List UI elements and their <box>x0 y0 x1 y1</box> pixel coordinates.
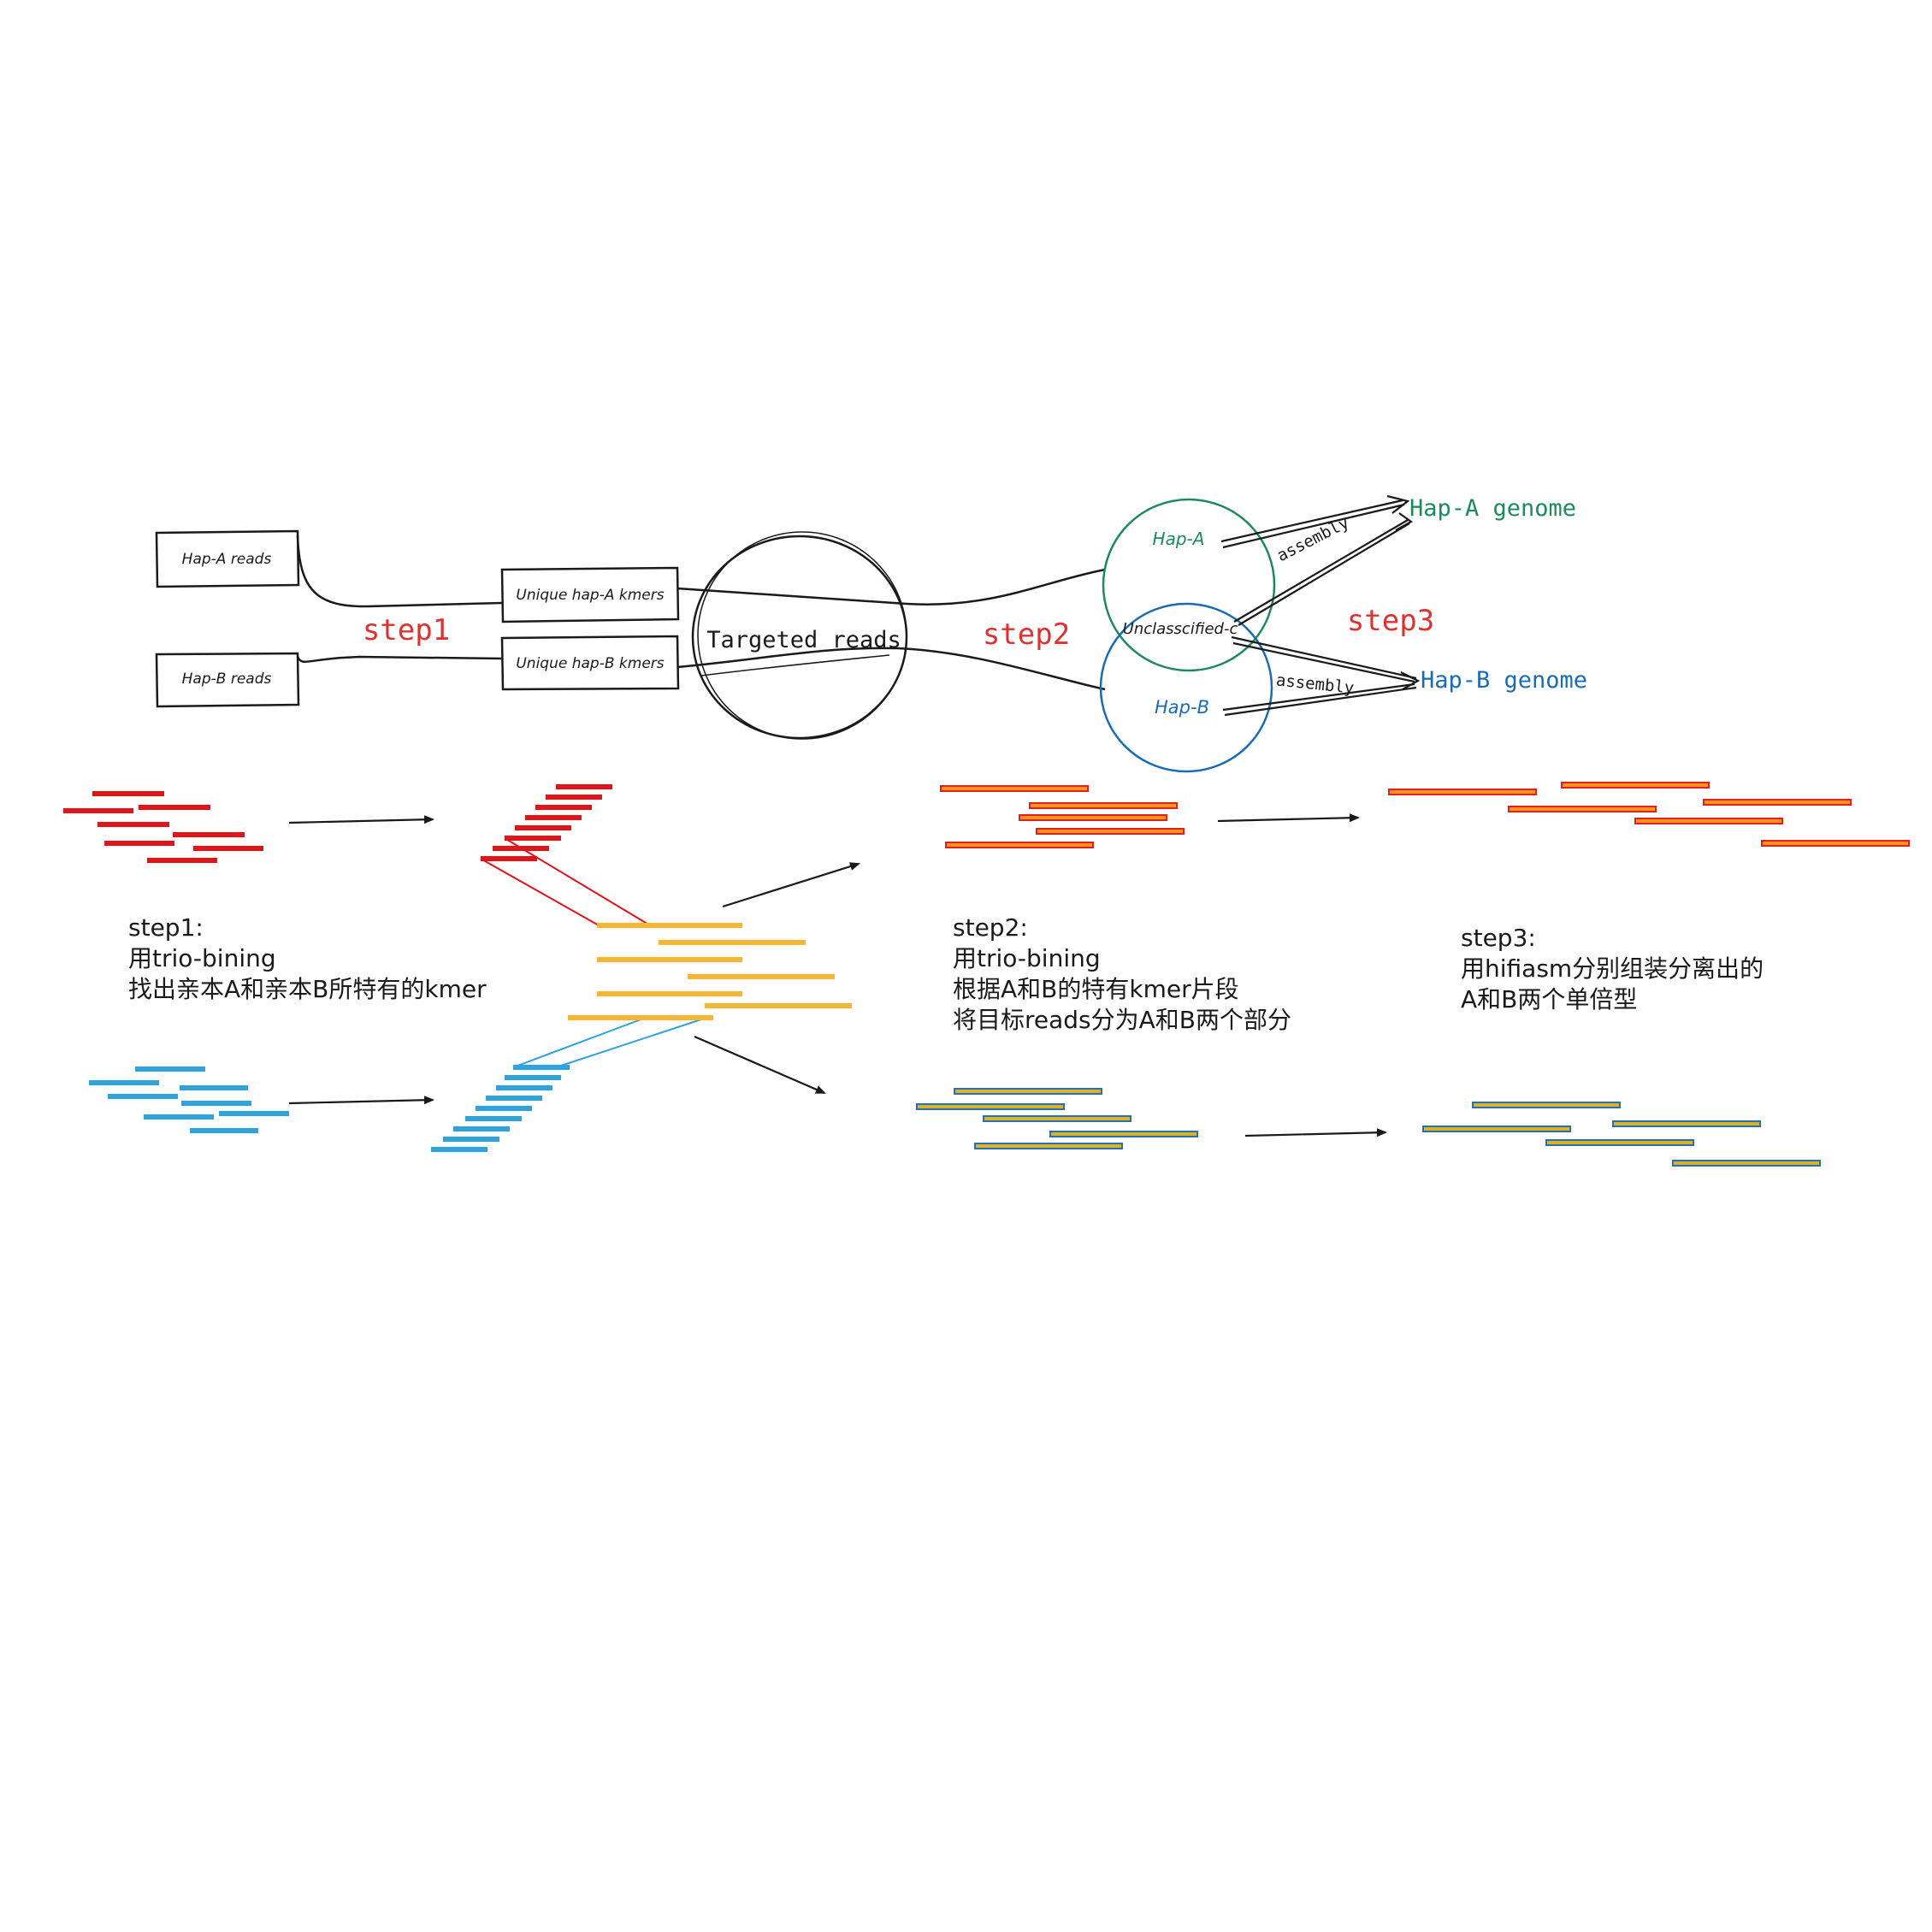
targeted-reads-label: Targeted reads <box>706 627 901 653</box>
venn-hap-b-label: Hap-B <box>1155 697 1209 718</box>
caption-step3-line: A和B两个单倍型 <box>1461 985 1637 1013</box>
assembly-arrows <box>1220 494 1421 717</box>
arrow-parent-b-to-kmers <box>288 1096 434 1105</box>
targeted-reads-circle: Targeted reads <box>691 531 908 740</box>
hap-a-reads-label: Hap-A reads <box>182 551 272 568</box>
arrow-binned-a-to-assembled <box>1217 813 1360 823</box>
kmer-b-connector <box>512 1015 712 1068</box>
parent-b-reads <box>89 1066 289 1133</box>
binned-reads-a <box>940 785 1185 848</box>
caption-step3-line: 用hifiasm分别组装分离出的 <box>1461 954 1764 983</box>
assembly-label-b: assembly <box>1275 671 1355 697</box>
flow-line-a <box>676 568 1106 606</box>
unique-hap-b-kmers-box: Unique hap-B kmers <box>500 635 680 691</box>
unique-hap-b-label: Unique hap-B kmers <box>516 655 664 672</box>
hap-a-genome-label: Hap-A genome <box>1409 495 1576 522</box>
kmer-staircase-a <box>481 784 612 861</box>
arrow-parent-a-to-kmers <box>288 815 434 824</box>
step1-label: step1 <box>363 613 450 647</box>
hap-b-reads-box: Hap-B reads <box>155 652 300 708</box>
venn-hap-a-label: Hap-A <box>1153 529 1205 549</box>
target-reads <box>568 923 852 1020</box>
venn-hap-a-circle: Hap-A <box>1102 498 1276 672</box>
caption-step2-line: step2: <box>953 913 1028 942</box>
binned-reads-b <box>916 1088 1198 1149</box>
caption-step2-line: 用trio-bining <box>953 944 1101 972</box>
connector-hap-a <box>296 535 503 608</box>
parent-a-reads <box>63 791 263 863</box>
connector-hap-b <box>296 655 503 664</box>
arrow-target-to-b <box>694 1035 826 1095</box>
caption-step3-line: step3: <box>1461 924 1536 952</box>
unique-hap-a-kmers-box: Unique hap-A kmers <box>500 566 680 623</box>
caption-step1-line: step1: <box>128 913 204 942</box>
venn-hap-b-circle: Hap-B <box>1099 602 1273 773</box>
flow-line-b <box>676 647 1106 691</box>
arrow-target-to-a <box>722 862 860 908</box>
caption-step2-line: 将目标reads分为A和B两个部分 <box>953 1006 1291 1034</box>
caption-step3: step3: 用hifiasm分别组装分离出的 A和B两个单倍型 <box>1461 924 1764 1013</box>
caption-step2-line: 根据A和B的特有kmer片段 <box>953 975 1239 1003</box>
assembled-reads-a <box>1388 782 1910 847</box>
caption-step1: step1: 用trio-bining 找出亲本A和亲本B所特有的kmer <box>128 913 487 1003</box>
kmer-a-connector <box>480 837 651 926</box>
hap-b-genome-label: Hap-B genome <box>1421 667 1587 694</box>
step3-label: step3 <box>1347 604 1434 638</box>
assembled-reads-b <box>1422 1102 1821 1167</box>
step2-label: step2 <box>983 617 1070 652</box>
venn-unclassified-label: Unclasscified-c <box>1123 620 1238 638</box>
caption-step1-line: 用trio-bining <box>128 944 276 972</box>
kmer-staircase-b <box>431 1065 570 1152</box>
hap-a-reads-box: Hap-A reads <box>155 529 300 588</box>
caption-step2: step2: 用trio-bining 根据A和B的特有kmer片段 将目标re… <box>953 913 1291 1034</box>
hap-b-reads-label: Hap-B reads <box>182 671 272 688</box>
caption-step1-line: 找出亲本A和亲本B所特有的kmer <box>128 975 487 1003</box>
unique-hap-a-label: Unique hap-A kmers <box>516 587 664 604</box>
arrow-binned-b-to-assembled <box>1244 1128 1387 1137</box>
